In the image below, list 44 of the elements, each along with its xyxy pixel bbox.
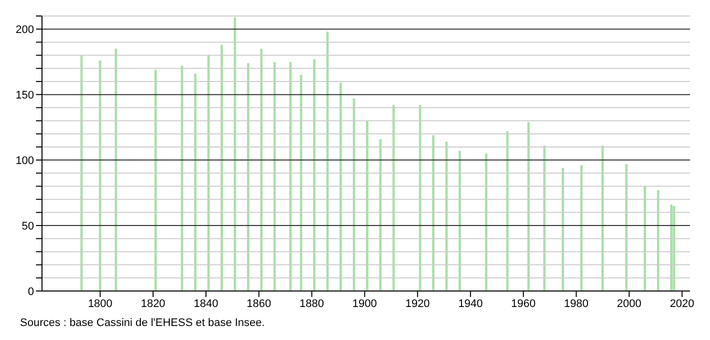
bar bbox=[458, 150, 461, 291]
bar bbox=[379, 139, 382, 291]
x-tick-label: 1940 bbox=[458, 298, 483, 310]
bar bbox=[418, 105, 422, 291]
bar bbox=[485, 154, 488, 291]
bar bbox=[506, 131, 509, 291]
bar bbox=[260, 48, 263, 291]
bar bbox=[273, 62, 276, 291]
bar bbox=[580, 165, 583, 291]
bar bbox=[220, 44, 223, 291]
source-note: Sources : base Cassini de l'EHESS et base Insee. bbox=[20, 317, 266, 329]
bar bbox=[313, 59, 316, 291]
bar bbox=[246, 63, 250, 291]
bar bbox=[432, 135, 435, 291]
y-tick-label: 0 bbox=[28, 286, 34, 298]
bar bbox=[670, 204, 673, 291]
x-tick-label: 1820 bbox=[140, 298, 166, 310]
x-tick-label: 1920 bbox=[405, 298, 430, 310]
bar bbox=[340, 82, 342, 291]
bar bbox=[300, 74, 302, 291]
bar bbox=[392, 105, 395, 291]
x-tick-label: 1840 bbox=[194, 298, 218, 310]
bar bbox=[625, 164, 628, 291]
x-tick-label: 2020 bbox=[670, 298, 694, 310]
x-tick-label: 1980 bbox=[564, 298, 589, 310]
bar bbox=[562, 168, 564, 291]
bar bbox=[114, 48, 118, 291]
x-tick-label: 2000 bbox=[616, 298, 642, 310]
x-tick-label: 1900 bbox=[352, 298, 377, 310]
x-tick-label: 1860 bbox=[246, 298, 272, 310]
bar bbox=[194, 74, 196, 291]
x-tick-label: 1880 bbox=[300, 298, 324, 310]
y-tick-label: 150 bbox=[16, 89, 34, 102]
x-tick-label: 1800 bbox=[88, 298, 112, 310]
bar bbox=[366, 120, 368, 291]
bar bbox=[656, 190, 660, 291]
y-tick-label: 200 bbox=[16, 24, 34, 36]
y-tick-label: 100 bbox=[16, 154, 34, 167]
bar bbox=[601, 146, 604, 291]
y-tick-label: 50 bbox=[22, 220, 34, 232]
x-tick-label: 1960 bbox=[511, 298, 536, 310]
bar bbox=[154, 70, 157, 291]
bar bbox=[644, 186, 646, 291]
bar bbox=[543, 146, 546, 291]
